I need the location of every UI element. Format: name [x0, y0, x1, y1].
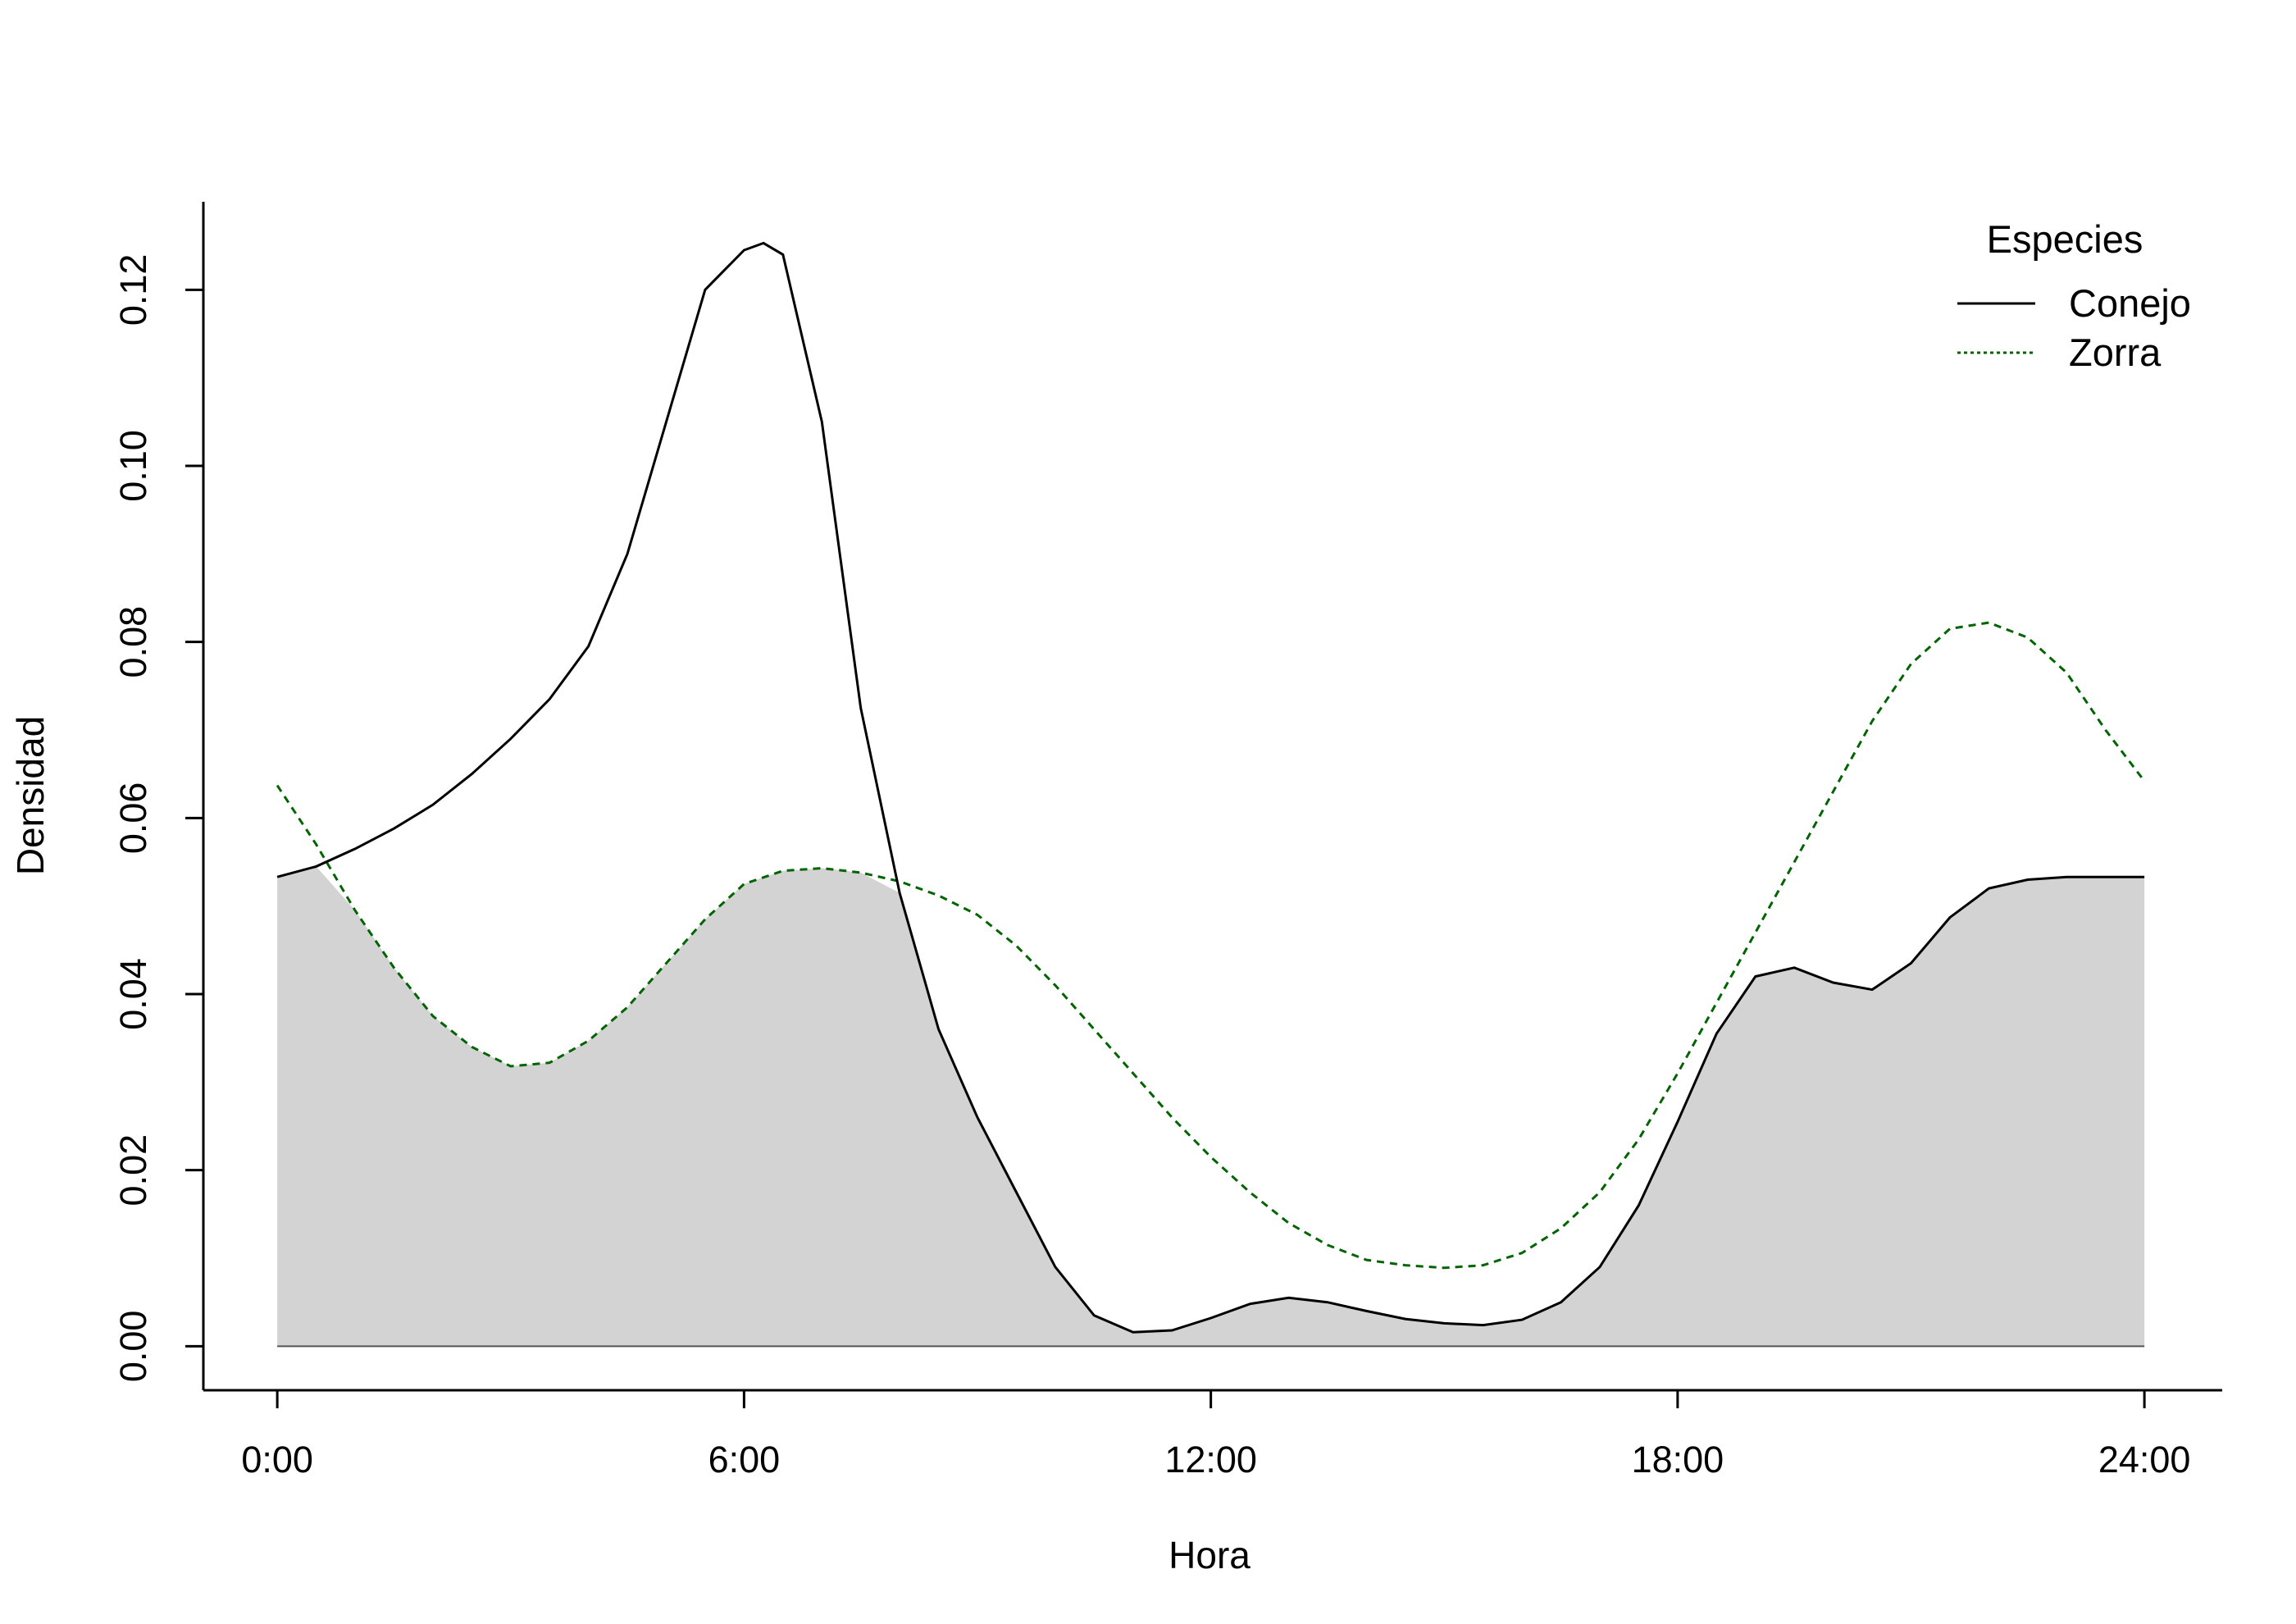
overlap-area [277, 866, 2145, 1347]
y-axis: 0.00 0.02 0.04 0.06 0.08 0.10 0.12 [112, 202, 205, 1390]
series-line-conejo [276, 241, 2145, 1334]
x-tick-label: 6:00 [708, 1439, 781, 1480]
series-line-zorra [276, 621, 2146, 1270]
x-tick-label: 0:00 [241, 1439, 313, 1480]
y-tick-label: 0.12 [112, 254, 154, 326]
legend-label-zorra: Zorra [2069, 331, 2162, 374]
y-tick-label: 0.00 [112, 1311, 154, 1383]
x-axis: 0:00 6:00 12:00 18:00 24:00 [203, 1389, 2222, 1480]
y-tick-label: 0.10 [112, 430, 154, 502]
x-axis-title: Hora [1168, 1534, 1250, 1576]
x-tick-label: 12:00 [1164, 1439, 1257, 1480]
x-tick-label: 24:00 [2098, 1439, 2191, 1480]
legend: Especies Conejo Zorra [1957, 217, 2191, 374]
y-axis-title: Densidad [9, 716, 52, 875]
y-tick-label: 0.08 [112, 606, 154, 678]
legend-title: Especies [1987, 217, 2143, 261]
legend-label-conejo: Conejo [2069, 281, 2191, 325]
y-tick-label: 0.06 [112, 782, 154, 855]
x-tick-label: 18:00 [1632, 1439, 1724, 1480]
y-tick-label: 0.02 [112, 1134, 154, 1207]
y-tick-label: 0.04 [112, 958, 154, 1030]
